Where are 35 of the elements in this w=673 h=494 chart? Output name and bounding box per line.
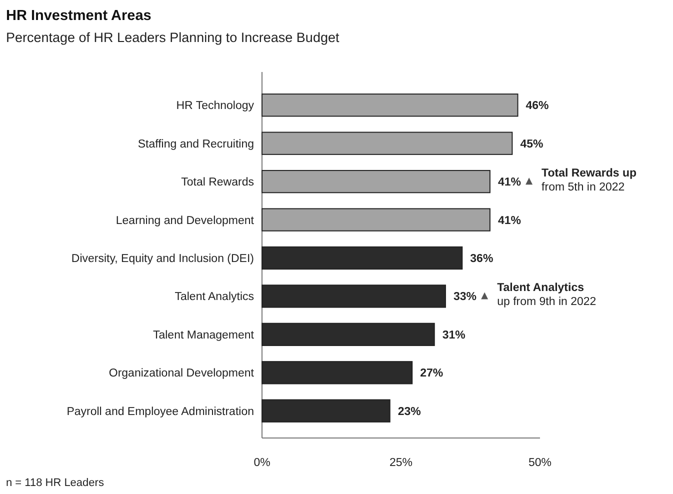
data-label: 27%: [420, 368, 444, 380]
bar: [262, 284, 446, 308]
data-label: 41%: [498, 214, 521, 227]
x-tick-label: 0%: [254, 457, 270, 469]
text: Total Rewards up from 5th in 2022: [542, 168, 637, 194]
y-tick-label: Talent Management: [152, 329, 255, 342]
data-label: 31%: [442, 329, 466, 342]
data-label: 41%: [498, 176, 521, 189]
bar: [262, 208, 490, 232]
bar: [262, 132, 513, 155]
y-tick-label: HR Technology: [176, 100, 254, 112]
data-label: 45%: [520, 138, 544, 150]
text: n = 118 HR Leaders: [6, 477, 104, 489]
y-tick-label: Diversity, Equity and Inclusion (DEI): [71, 253, 254, 266]
bar: [262, 322, 435, 346]
data-label: 23%: [398, 406, 421, 418]
y-tick-label: Organizational Development: [108, 368, 255, 380]
bar: [262, 170, 490, 194]
y-tick-label: Staffing and Recruiting: [138, 138, 254, 150]
y-tick-label: Learning and Development: [116, 214, 255, 227]
text: HR Investment Areas: [6, 8, 152, 24]
bar: [262, 361, 413, 384]
x-tick-label: 25%: [389, 457, 413, 469]
bar: [262, 94, 518, 117]
annotation: Talent Analytics up from 9th in 2022: [497, 282, 596, 308]
y-tick-label: Total Rewards: [181, 176, 254, 189]
chart-subtitle: Percentage of HR Leaders Planning to Increase Budget: [6, 30, 340, 45]
bar: [262, 399, 390, 422]
data-label: 46%: [526, 100, 549, 112]
y-tick-label: Payroll and Employee Administration: [66, 406, 254, 418]
bar: [262, 246, 463, 270]
data-label: 33%: [453, 291, 477, 304]
data-label: 36%: [470, 253, 494, 266]
y-tick-label: Talent Analytics: [174, 291, 254, 304]
x-tick-label: 50%: [528, 457, 552, 469]
